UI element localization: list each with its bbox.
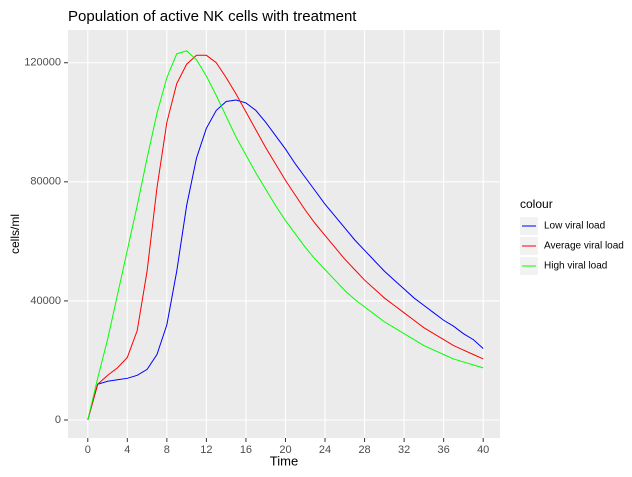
- x-tick-label: 8: [164, 444, 170, 456]
- x-tick-label: 28: [358, 444, 370, 456]
- legend-label: High viral load: [544, 261, 607, 272]
- y-tick-label: 80000: [30, 176, 61, 188]
- legend-label: Average viral load: [544, 241, 624, 252]
- line-series: [87, 50, 484, 421]
- x-tick-label: 40: [477, 444, 489, 456]
- plot-background: [68, 30, 500, 438]
- chart-title: Population of active NK cells with treat…: [68, 8, 357, 25]
- x-tick-label: 24: [319, 444, 331, 456]
- x-tick-label: 4: [124, 444, 130, 456]
- line-series: [87, 99, 484, 421]
- x-tick-label: 12: [200, 444, 212, 456]
- y-tick-label: 0: [55, 414, 61, 426]
- y-axis-label: cells/ml: [8, 214, 22, 254]
- line-series: [87, 54, 484, 421]
- y-tick-label: 40000: [30, 295, 61, 307]
- x-tick-label: 36: [438, 444, 450, 456]
- legend-title: colour: [520, 197, 553, 211]
- y-tick-label: 120000: [24, 57, 61, 69]
- x-tick-label: 32: [398, 444, 410, 456]
- x-axis-label: Time: [270, 453, 298, 468]
- legend-label: Low viral load: [544, 221, 605, 232]
- x-tick-label: 16: [240, 444, 252, 456]
- x-tick-label: 20: [279, 444, 291, 456]
- x-tick-label: 0: [85, 444, 91, 456]
